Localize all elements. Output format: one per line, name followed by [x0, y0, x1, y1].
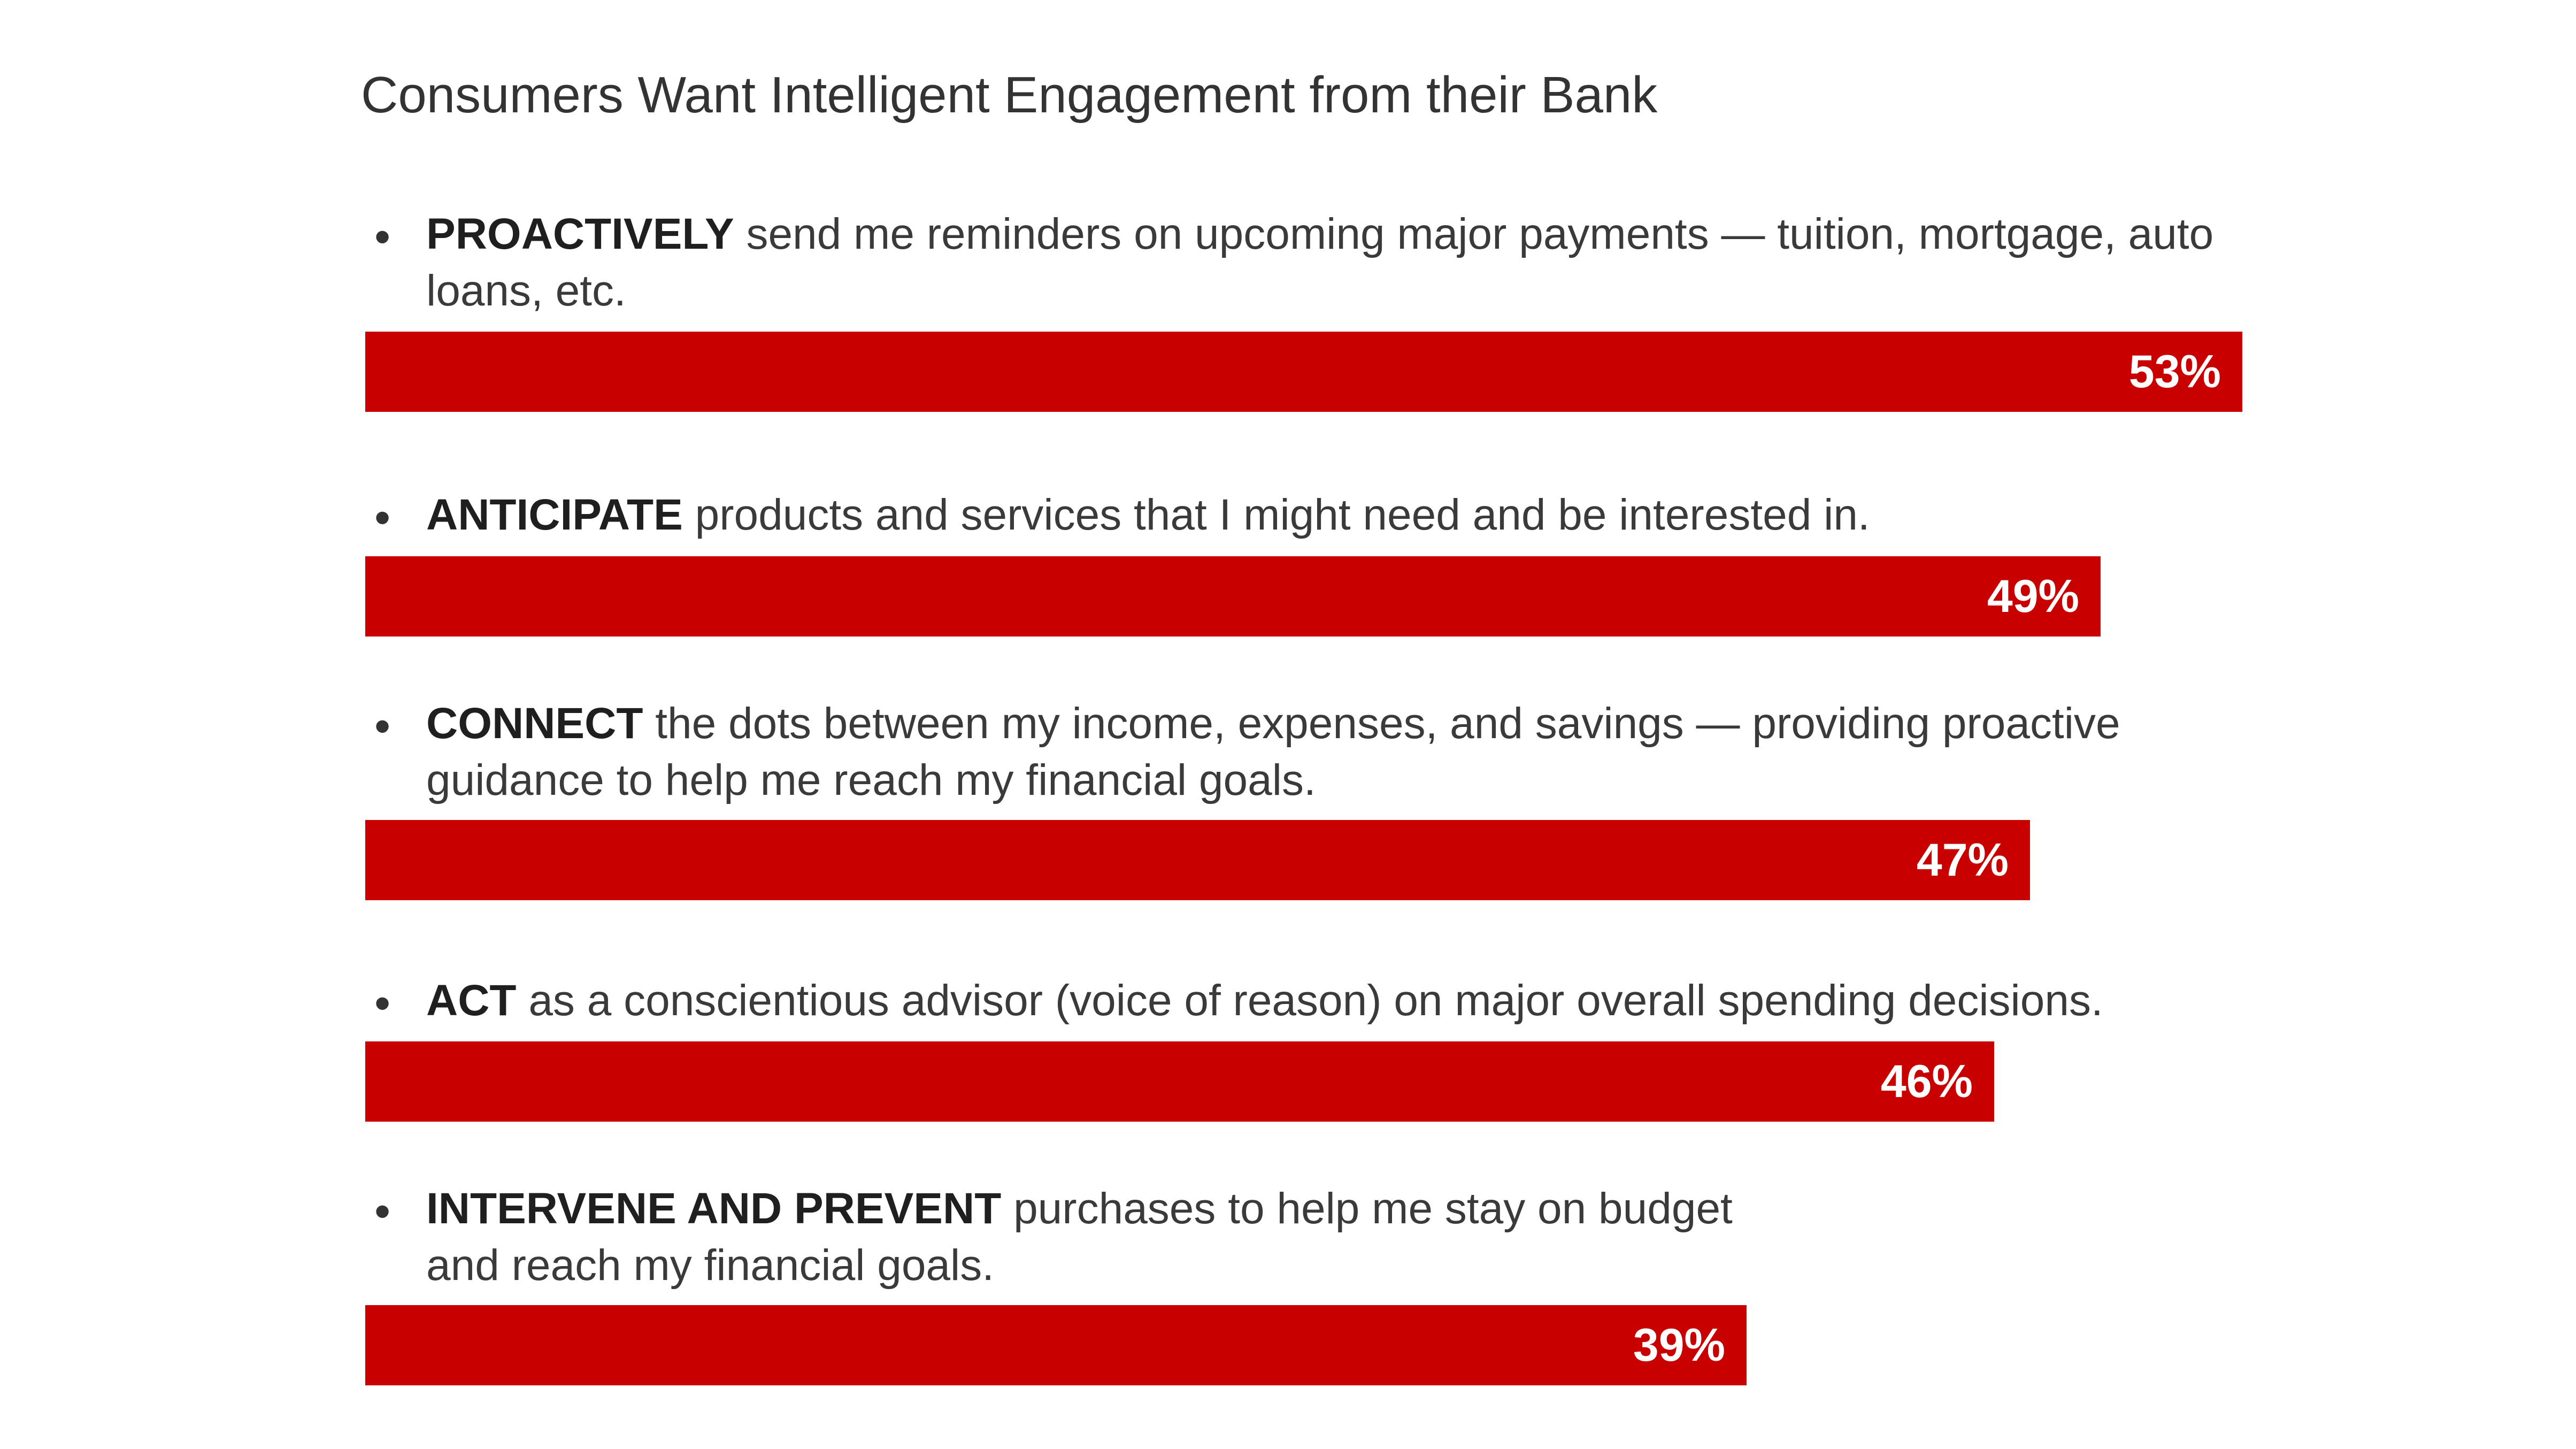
chart-title: Consumers Want Intelligent Engagement fr… [361, 66, 1658, 124]
bar: 53% [365, 332, 2242, 412]
bullet-icon: • [374, 211, 391, 263]
item-description: INTERVENE AND PREVENT purchases to help … [426, 1180, 1763, 1294]
item-keyword: ANTICIPATE [426, 490, 683, 539]
item-text: as a conscientious advisor (voice of rea… [516, 976, 2103, 1025]
bar: 47% [365, 820, 2030, 900]
item-text: products and services that I might need … [682, 490, 1870, 539]
item-description: CONNECT the dots between my income, expe… [426, 695, 2137, 809]
bullet-icon: • [374, 701, 391, 752]
item-description: ANTICIPATE products and services that I … [426, 487, 2244, 543]
item-keyword: INTERVENE AND PREVENT [426, 1184, 1002, 1233]
bar-value-label: 39% [1633, 1320, 1725, 1371]
item-keyword: PROACTIVELY [426, 210, 734, 258]
bar: 46% [365, 1041, 1994, 1122]
bullet-icon: • [374, 1186, 391, 1237]
item-text: purchases to help me stay on budget and … [426, 1184, 1733, 1290]
item-keyword: ACT [426, 976, 517, 1025]
bar-value-label: 53% [2128, 346, 2221, 397]
bar: 39% [365, 1305, 1747, 1385]
item-description: ACT as a conscientious advisor (voice of… [426, 972, 2244, 1029]
item-keyword: CONNECT [426, 699, 643, 748]
bullet-icon: • [374, 492, 391, 543]
bar: 49% [365, 556, 2101, 637]
bar-value-label: 47% [1916, 834, 2009, 886]
item-text: send me reminders on upcoming major paym… [426, 210, 2214, 315]
item-description: PROACTIVELY send me reminders on upcomin… [426, 206, 2271, 319]
bullet-icon: • [374, 978, 391, 1029]
bar-value-label: 46% [1880, 1056, 1973, 1107]
item-text: the dots between my income, expenses, an… [426, 699, 2120, 804]
bar-value-label: 49% [1987, 571, 2079, 622]
